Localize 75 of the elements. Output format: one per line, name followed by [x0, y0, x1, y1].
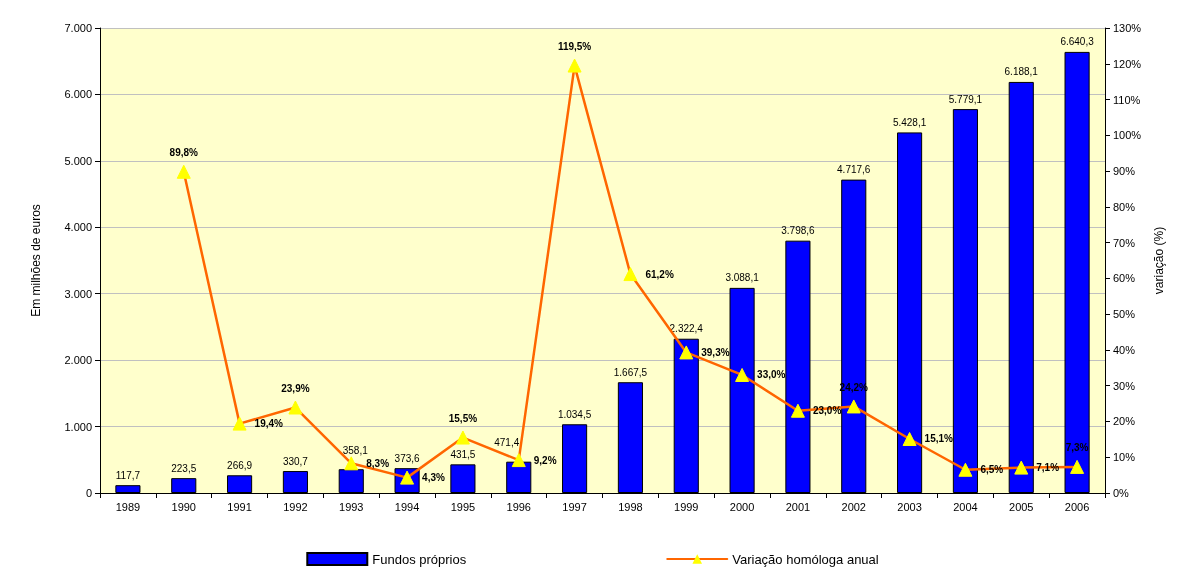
data-label: 5.779,1: [948, 93, 983, 105]
data-label: 7,3%: [1065, 442, 1089, 454]
x-tick-label: 1997: [562, 500, 587, 513]
y2-tick-label: 100%: [1113, 129, 1142, 142]
x-tick-label: 2003: [897, 500, 922, 513]
y-tick-label: 5.000: [64, 154, 92, 167]
x-tick-label: 1989: [115, 500, 141, 513]
y-axis-title: Em milhões de euros: [29, 204, 43, 317]
x-tick-label: 1995: [450, 500, 476, 513]
x-tick-label: 1992: [283, 500, 308, 513]
x-tick-label: 1996: [506, 500, 531, 513]
data-label: 6.188,1: [1004, 66, 1039, 78]
data-label: 15,5%: [448, 413, 478, 425]
x-tick-label: 2000: [729, 500, 755, 513]
x-tick-label: 1999: [674, 500, 699, 513]
data-label: 4,3%: [422, 472, 445, 484]
data-label: 1.034,5: [557, 408, 592, 420]
y2-tick-label: 0%: [1113, 487, 1130, 499]
y2-tick-label: 50%: [1113, 308, 1136, 321]
data-label: 3.798,6: [781, 225, 816, 237]
legend-label: Variação homóloga anual: [732, 551, 879, 567]
y-tick-label: 2.000: [64, 354, 92, 367]
data-label: 5.428,1: [892, 116, 927, 128]
data-label: 9,2%: [533, 454, 557, 466]
x-tick-label: 2001: [785, 500, 811, 513]
x-tick-label: 2005: [1009, 500, 1034, 513]
data-label: 223,5: [171, 462, 197, 474]
y2-tick-label: 10%: [1113, 451, 1136, 464]
y2-tick-label: 130%: [1113, 22, 1142, 34]
data-label: 19,4%: [254, 418, 284, 430]
y2-tick-label: 70%: [1113, 236, 1136, 249]
y2-tick-label: 90%: [1113, 165, 1136, 178]
x-tick-label: 2006: [1064, 500, 1090, 513]
x-tick-label: 1993: [339, 500, 364, 513]
data-label: 15,1%: [924, 433, 954, 445]
data-label: 61,2%: [645, 268, 674, 280]
y-tick-label: 3.000: [64, 287, 92, 300]
data-label: 117,7: [115, 469, 141, 481]
x-tick-label: 2002: [841, 500, 866, 513]
data-label: 1.667,5: [613, 366, 648, 378]
data-label: 33,0%: [757, 369, 786, 381]
data-label: 6.640,3: [1060, 36, 1095, 48]
data-label: 39,3%: [701, 346, 730, 358]
y2-tick-label: 30%: [1113, 379, 1136, 392]
y-tick-label: 1.000: [64, 420, 92, 433]
x-tick-label: 1990: [171, 500, 196, 513]
data-label: 8,3%: [366, 457, 390, 469]
y-tick-label: 7.000: [64, 22, 92, 34]
data-label: 119,5%: [557, 41, 592, 53]
y-tick-label: 6.000: [64, 88, 92, 101]
y-tick-label: 4.000: [64, 221, 92, 234]
y2-tick-label: 20%: [1113, 415, 1136, 428]
x-tick-label: 1998: [618, 500, 643, 513]
data-label: 2.322,4: [669, 323, 704, 335]
y2-axis-title: variação (%): [1152, 226, 1166, 295]
y2-tick-label: 110%: [1113, 93, 1141, 106]
data-label: 266,9: [227, 459, 253, 471]
x-tick-label: 2004: [953, 500, 978, 513]
y-tick-label: 0: [85, 487, 92, 499]
y2-tick-label: 120%: [1113, 57, 1142, 70]
data-label: 431,5: [450, 448, 476, 460]
y2-tick-label: 80%: [1113, 200, 1136, 213]
data-label: 373,6: [394, 452, 421, 464]
y2-tick-label: 60%: [1113, 272, 1136, 285]
data-label: 23,9%: [281, 383, 310, 395]
x-tick-label: 1991: [227, 500, 252, 513]
x-tick-label: 1994: [394, 500, 420, 513]
data-label: 4.717,6: [837, 164, 871, 176]
y2-tick-label: 40%: [1113, 343, 1136, 356]
data-label: 3.088,1: [725, 272, 760, 284]
data-label: 471,4: [494, 437, 520, 449]
data-label: 330,7: [282, 455, 309, 467]
data-label: 89,8%: [169, 147, 199, 159]
data-label: 358,1: [342, 444, 369, 456]
legend-label: Fundos próprios: [372, 551, 467, 567]
